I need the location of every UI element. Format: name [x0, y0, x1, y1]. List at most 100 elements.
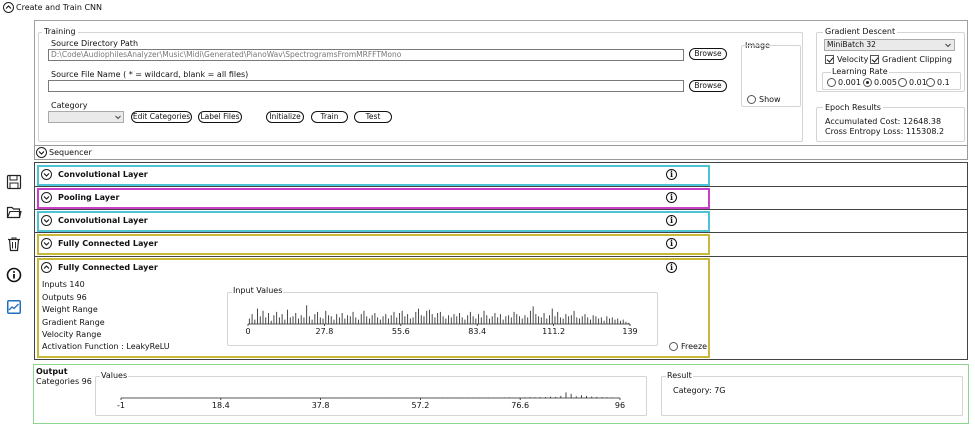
- info-icon[interactable]: i: [666, 238, 677, 249]
- rate-label-0.01: 0.01: [909, 78, 927, 87]
- fc-inputs: Inputs 140: [42, 280, 85, 289]
- velocity-label: Velocity: [837, 55, 869, 64]
- chevron-down-icon: [43, 219, 50, 223]
- chevron-down-icon: [945, 43, 951, 48]
- show-image-radio[interactable]: [747, 95, 756, 104]
- browse-dir-button[interactable]: Browse: [689, 48, 727, 60]
- chart-title: Input Values: [232, 286, 284, 295]
- input-values-chart: 0 27.8 55.6 83.4 111.2 139: [245, 305, 638, 336]
- layer-title: Fully Connected Layer: [58, 263, 158, 272]
- values-chart-box: [95, 376, 647, 416]
- layer-title: Pooling Layer: [58, 193, 120, 202]
- folder-open-icon[interactable]: [6, 204, 22, 220]
- layer-title: Convolutional Layer: [58, 216, 148, 225]
- velocity-checkbox[interactable]: [825, 55, 834, 64]
- gradient-descent-label: Gradient Descent: [823, 27, 898, 36]
- tick-label: 18.4: [212, 401, 230, 410]
- layer-expand-button[interactable]: [41, 169, 52, 180]
- result-group: [661, 376, 963, 416]
- epoch-results-label: Epoch Results: [823, 103, 883, 112]
- train-button[interactable]: Train: [311, 111, 348, 123]
- source-dir-label: Source Directory Path: [51, 39, 139, 48]
- category-dropdown[interactable]: [48, 111, 124, 123]
- chart-icon[interactable]: [6, 299, 22, 315]
- layer-convolutional-1[interactable]: [37, 165, 710, 186]
- rate-radio-0.001[interactable]: [827, 78, 836, 87]
- layer-expand-button[interactable]: [41, 215, 52, 226]
- rate-radio-0.01[interactable]: [898, 78, 907, 87]
- category-label: Category: [51, 101, 88, 110]
- tick-label: -1: [117, 401, 125, 410]
- gradient-clipping-label: Gradient Clipping: [882, 55, 952, 64]
- chart-title: Values: [100, 371, 129, 380]
- training-group: [38, 32, 803, 142]
- layer-collapse-button[interactable]: [41, 262, 52, 273]
- label-files-button[interactable]: Label Files: [198, 111, 242, 123]
- test-button[interactable]: Test: [354, 111, 392, 123]
- fc-weight-range: Weight Range: [42, 305, 98, 314]
- tick-label: 27.8: [315, 327, 333, 336]
- gradient-clipping-checkbox[interactable]: [870, 55, 879, 64]
- layer-title: Convolutional Layer: [58, 170, 148, 179]
- learning-rate-group: [822, 72, 961, 90]
- source-file-input[interactable]: [48, 80, 684, 92]
- browse-file-button[interactable]: Browse: [689, 80, 727, 92]
- fc-velocity-range: Velocity Range: [42, 330, 102, 339]
- collapse-window-button[interactable]: [3, 2, 14, 13]
- info-icon[interactable]: i: [666, 215, 677, 226]
- freeze-label: Freeze: [681, 342, 708, 351]
- info-icon[interactable]: i: [666, 262, 677, 273]
- rate-label-0.001: 0.001: [838, 78, 861, 87]
- input-values-chart-box: [227, 292, 658, 346]
- output-title: Output: [36, 367, 68, 376]
- layer-fully-connected-2[interactable]: [37, 258, 710, 358]
- sequencer-expand-button[interactable]: [36, 147, 47, 158]
- gradient-mode-dropdown[interactable]: MiniBatch 32: [824, 39, 955, 51]
- initialize-button[interactable]: Initialize: [266, 111, 304, 123]
- layer-title: Fully Connected Layer: [58, 239, 158, 248]
- image-preview: [741, 45, 801, 107]
- source-dir-input[interactable]: D:\Code\AudiophilesAnalyzer\Music\Midi\G…: [48, 49, 684, 61]
- layer-pooling[interactable]: [37, 188, 710, 209]
- rate-label-0.005: 0.005: [874, 78, 897, 87]
- fc-outputs: Outputs 96: [42, 293, 87, 302]
- tick-label: 0: [245, 327, 250, 336]
- layer-expand-button[interactable]: [41, 238, 52, 249]
- result-value: Category: 7G: [673, 386, 726, 395]
- cross-entropy-loss: Cross Entropy Loss: 115308.2: [825, 127, 945, 136]
- sequencer-bar[interactable]: [34, 145, 968, 160]
- fc-activation: Activation Function : LeakyReLU: [42, 342, 170, 351]
- rate-radio-0.1[interactable]: [926, 78, 935, 87]
- output-categories: Categories 96: [36, 377, 92, 386]
- layer-fully-connected-1[interactable]: [37, 234, 710, 255]
- output-panel: [33, 364, 969, 424]
- tick-label: 55.6: [392, 327, 410, 336]
- rate-label-0.1: 0.1: [937, 78, 950, 87]
- tick-label: 57.2: [411, 401, 429, 410]
- layer-expand-button[interactable]: [41, 192, 52, 203]
- chevron-down-icon: [43, 196, 50, 200]
- save-icon[interactable]: [6, 174, 22, 190]
- info-icon[interactable]: [6, 267, 22, 283]
- tick-label: 83.4: [468, 327, 486, 336]
- training-group-label: Training: [42, 27, 78, 36]
- tick-label: 96: [615, 401, 625, 410]
- info-icon[interactable]: i: [666, 169, 677, 180]
- info-icon[interactable]: i: [666, 192, 677, 203]
- chevron-down-icon: [43, 242, 50, 246]
- freeze-radio[interactable]: [669, 342, 678, 351]
- trash-icon[interactable]: [6, 236, 22, 252]
- edit-categories-button[interactable]: Edit Categories: [131, 111, 192, 123]
- fc-gradient-range: Gradient Range: [42, 318, 105, 327]
- show-image-label: Show: [759, 95, 781, 104]
- accumulated-cost: Accumulated Cost: 12648.38: [825, 117, 942, 126]
- epoch-results-group: [816, 107, 965, 142]
- tick-label: 139: [622, 327, 637, 336]
- result-label: Result: [666, 371, 693, 380]
- rate-radio-0.005[interactable]: [863, 78, 872, 87]
- source-file-label: Source File Name ( * = wildcard, blank =…: [51, 70, 249, 79]
- tick-label: 76.6: [511, 401, 529, 410]
- window-title: Create and Train CNN: [16, 3, 103, 12]
- layer-convolutional-2[interactable]: [37, 211, 710, 232]
- values-chart: -1 18.4 37.8 57.2 76.6 96: [117, 392, 625, 410]
